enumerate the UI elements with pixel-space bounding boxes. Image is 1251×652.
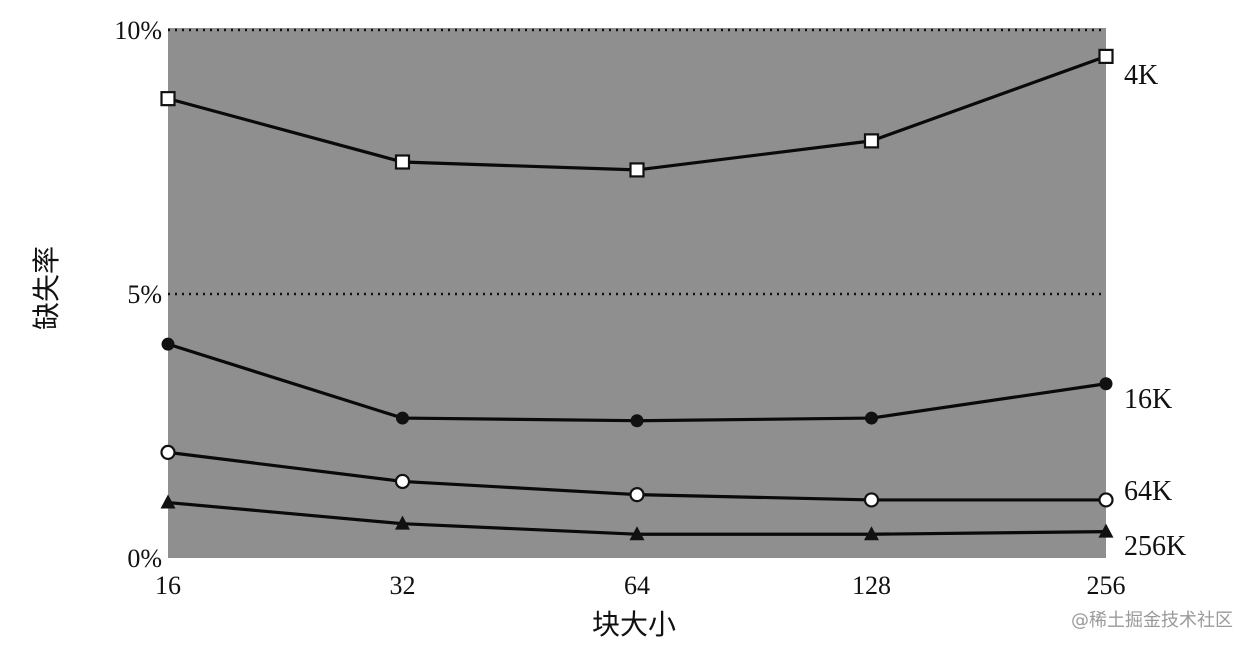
data-point (160, 494, 176, 509)
data-point (394, 473, 411, 490)
data-point (160, 91, 176, 107)
x-tick-label: 256 (1087, 571, 1126, 600)
watermark: @稀土掘金技术社区 (1071, 610, 1233, 631)
y-tick-label: 10% (114, 16, 162, 45)
x-tick-label: 64 (624, 571, 650, 600)
data-point (863, 492, 880, 508)
data-point (395, 515, 410, 530)
x-tick-label: 16 (155, 571, 181, 600)
y-tick-label: 5% (127, 280, 162, 309)
y-axis-ticks: 0% 5% 10% (114, 16, 162, 573)
x-tick-label: 32 (390, 571, 416, 600)
grid-lines (168, 28, 1106, 296)
data-point (396, 411, 409, 425)
data-point (1098, 48, 1114, 65)
data-point (864, 526, 879, 541)
data-point (863, 133, 880, 149)
series-label: 4K (1124, 60, 1158, 91)
x-axis-ticks: 16 32 64 128 256 (155, 571, 1126, 600)
data-point (629, 526, 645, 541)
data-point (1098, 492, 1114, 508)
series-lines (160, 48, 1114, 541)
series-label: 256K (1124, 531, 1186, 562)
data-point (630, 414, 644, 428)
y-axis-title: 缺失率 (30, 246, 63, 330)
data-point (629, 162, 645, 178)
data-point (161, 337, 175, 351)
data-point (394, 154, 411, 170)
data-point (1099, 377, 1113, 391)
series-labels: 4K 16K 64K 256K (1124, 60, 1186, 562)
data-point (160, 444, 176, 460)
series-label: 64K (1124, 476, 1172, 507)
series-label: 16K (1124, 384, 1172, 415)
data-point (865, 411, 878, 425)
x-axis-title: 块大小 (592, 608, 676, 641)
x-tick-label: 128 (852, 571, 891, 600)
data-point (1098, 523, 1114, 538)
data-point (629, 487, 645, 503)
y-tick-label: 0% (127, 544, 162, 573)
